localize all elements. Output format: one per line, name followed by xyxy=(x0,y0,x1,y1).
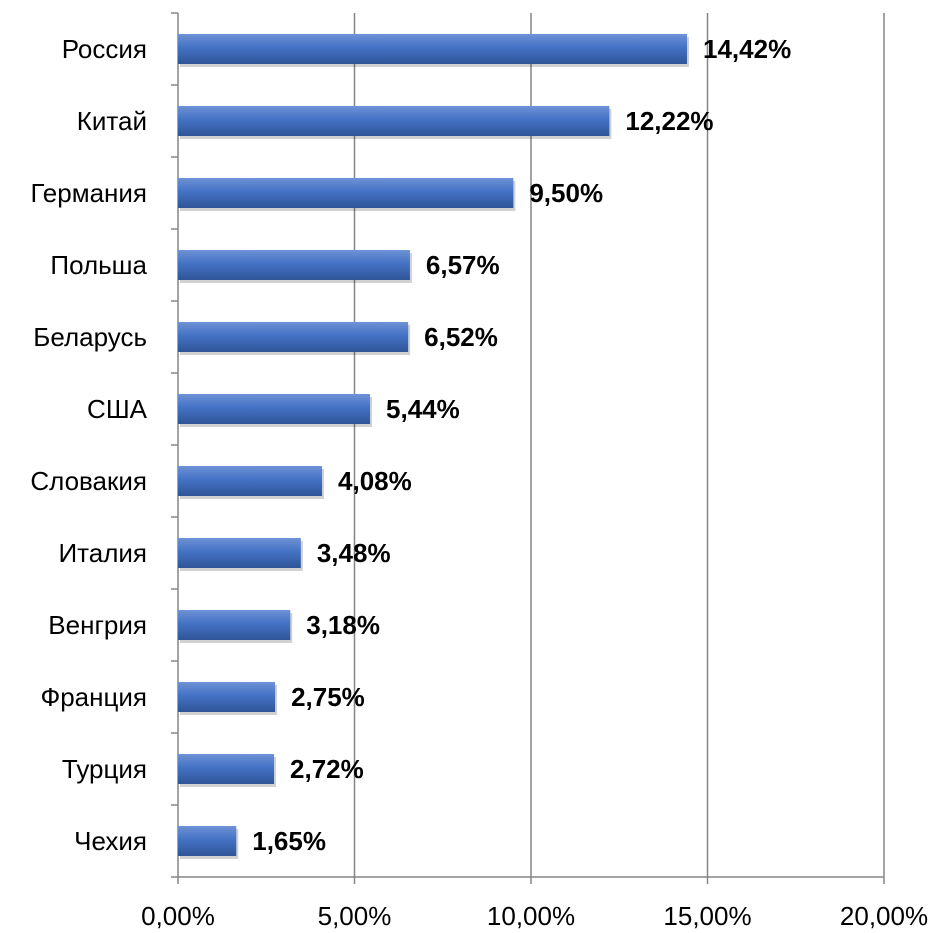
bars xyxy=(178,34,690,859)
y-category-label: Италия xyxy=(58,538,147,568)
x-tick-label: 15,00% xyxy=(663,901,751,931)
data-label: 5,44% xyxy=(386,394,460,424)
bar xyxy=(178,826,237,856)
y-category-label: Франция xyxy=(40,682,147,712)
bar xyxy=(178,250,410,280)
data-label: 3,18% xyxy=(306,610,380,640)
bar xyxy=(178,34,688,64)
data-label: 4,08% xyxy=(338,466,412,496)
y-category-label: Китай xyxy=(77,106,147,136)
y-category-label: Россия xyxy=(62,34,147,64)
bar xyxy=(178,754,275,784)
x-tick-label: 20,00% xyxy=(840,901,928,931)
data-label: 12,22% xyxy=(625,106,713,136)
y-category-label: Польша xyxy=(50,250,147,280)
bar xyxy=(178,322,409,352)
data-label: 9,50% xyxy=(529,178,603,208)
data-label: 3,48% xyxy=(317,538,391,568)
y-category-label: Турция xyxy=(62,754,147,784)
gridlines xyxy=(353,13,885,877)
labels: 0,00% 5,00% 10,00% 15,00% 20,00% Россия 14,42%… xyxy=(30,34,928,931)
data-label: 14,42% xyxy=(703,34,791,64)
data-label: 2,75% xyxy=(291,682,365,712)
axes xyxy=(171,12,885,884)
y-category-label: Венгрия xyxy=(48,610,147,640)
bar xyxy=(178,466,323,496)
y-category-label: США xyxy=(87,394,148,424)
data-label: 1,65% xyxy=(252,826,326,856)
bar xyxy=(178,178,514,208)
bar xyxy=(178,538,301,568)
y-category-label: Беларусь xyxy=(33,322,147,352)
y-category-label: Словакия xyxy=(30,466,147,496)
data-label: 6,57% xyxy=(426,250,500,280)
y-category-label: Германия xyxy=(30,178,147,208)
x-tick-label: 5,00% xyxy=(318,901,392,931)
data-label: 2,72% xyxy=(290,754,364,784)
bar xyxy=(178,610,291,640)
bar xyxy=(178,394,371,424)
x-tick-label: 0,00% xyxy=(141,901,215,931)
x-tick-label: 10,00% xyxy=(487,901,575,931)
y-category-label: Чехия xyxy=(74,826,147,856)
data-label: 6,52% xyxy=(424,322,498,352)
bar xyxy=(178,106,610,136)
bar xyxy=(178,682,276,712)
